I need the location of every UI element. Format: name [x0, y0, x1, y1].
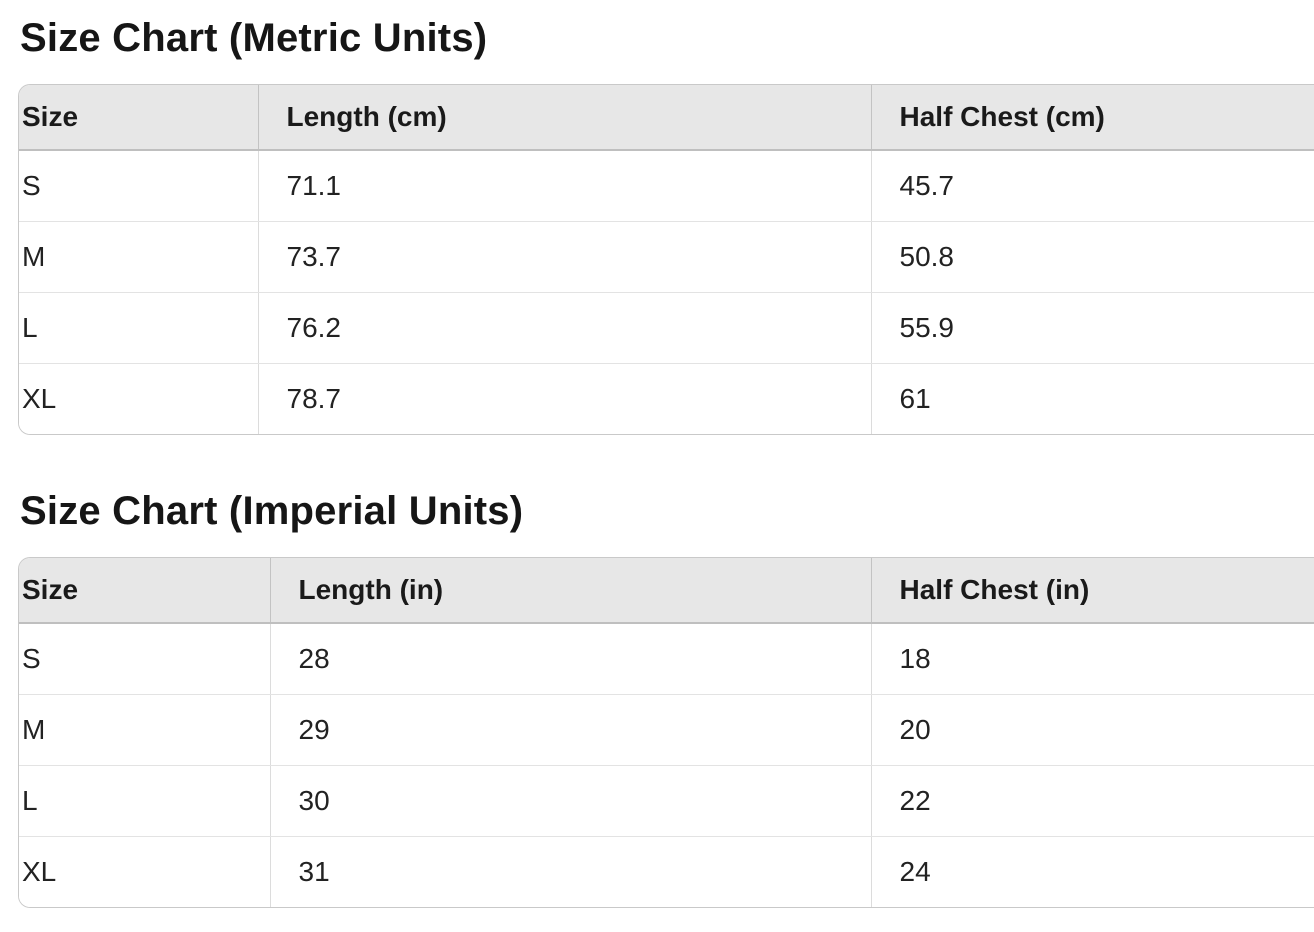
table-row: M 73.7 50.8 [19, 221, 1314, 293]
size-cell: L [19, 292, 259, 364]
length-cell: 28 [270, 623, 872, 695]
imperial-size-table: Size Length (in) Half Chest (in) S 28 18… [18, 557, 1314, 908]
imperial-header-row: Size Length (in) Half Chest (in) [19, 558, 1314, 624]
size-chart-page: Size Chart (Metric Units) Size Length (c… [18, 16, 1314, 908]
size-cell: S [19, 150, 259, 222]
half-chest-cell: 24 [871, 836, 1314, 907]
size-cell: L [19, 765, 271, 837]
half-chest-cell: 61 [871, 363, 1314, 434]
length-cell: 30 [270, 765, 872, 837]
length-cell: 29 [270, 694, 872, 766]
imperial-header-length: Length (in) [270, 558, 872, 624]
half-chest-cell: 50.8 [871, 221, 1314, 293]
table-row: L 76.2 55.9 [19, 292, 1314, 364]
size-cell: XL [19, 836, 271, 907]
size-cell: S [19, 623, 271, 695]
imperial-section-heading: Size Chart (Imperial Units) [20, 489, 524, 533]
metric-header-half-chest: Half Chest (cm) [871, 85, 1314, 151]
half-chest-cell: 18 [871, 623, 1314, 695]
metric-header-row: Size Length (cm) Half Chest (cm) [19, 85, 1314, 151]
length-cell: 76.2 [258, 292, 872, 364]
table-row: S 28 18 [19, 623, 1314, 695]
half-chest-cell: 55.9 [871, 292, 1314, 364]
table-row: S 71.1 45.7 [19, 150, 1314, 222]
imperial-header-half-chest: Half Chest (in) [871, 558, 1314, 624]
length-cell: 73.7 [258, 221, 872, 293]
metric-section-heading: Size Chart (Metric Units) [20, 16, 488, 60]
table-row: L 30 22 [19, 765, 1314, 837]
half-chest-cell: 22 [871, 765, 1314, 837]
length-cell: 71.1 [258, 150, 872, 222]
metric-header-length: Length (cm) [258, 85, 872, 151]
size-cell: M [19, 694, 271, 766]
length-cell: 31 [270, 836, 872, 907]
imperial-header-size: Size [19, 558, 271, 624]
table-row: M 29 20 [19, 694, 1314, 766]
metric-header-size: Size [19, 85, 259, 151]
length-cell: 78.7 [258, 363, 872, 434]
half-chest-cell: 20 [871, 694, 1314, 766]
table-row: XL 31 24 [19, 836, 1314, 907]
table-row: XL 78.7 61 [19, 363, 1314, 434]
size-cell: M [19, 221, 259, 293]
size-cell: XL [19, 363, 259, 434]
half-chest-cell: 45.7 [871, 150, 1314, 222]
metric-size-table: Size Length (cm) Half Chest (cm) S 71.1 … [18, 84, 1314, 435]
